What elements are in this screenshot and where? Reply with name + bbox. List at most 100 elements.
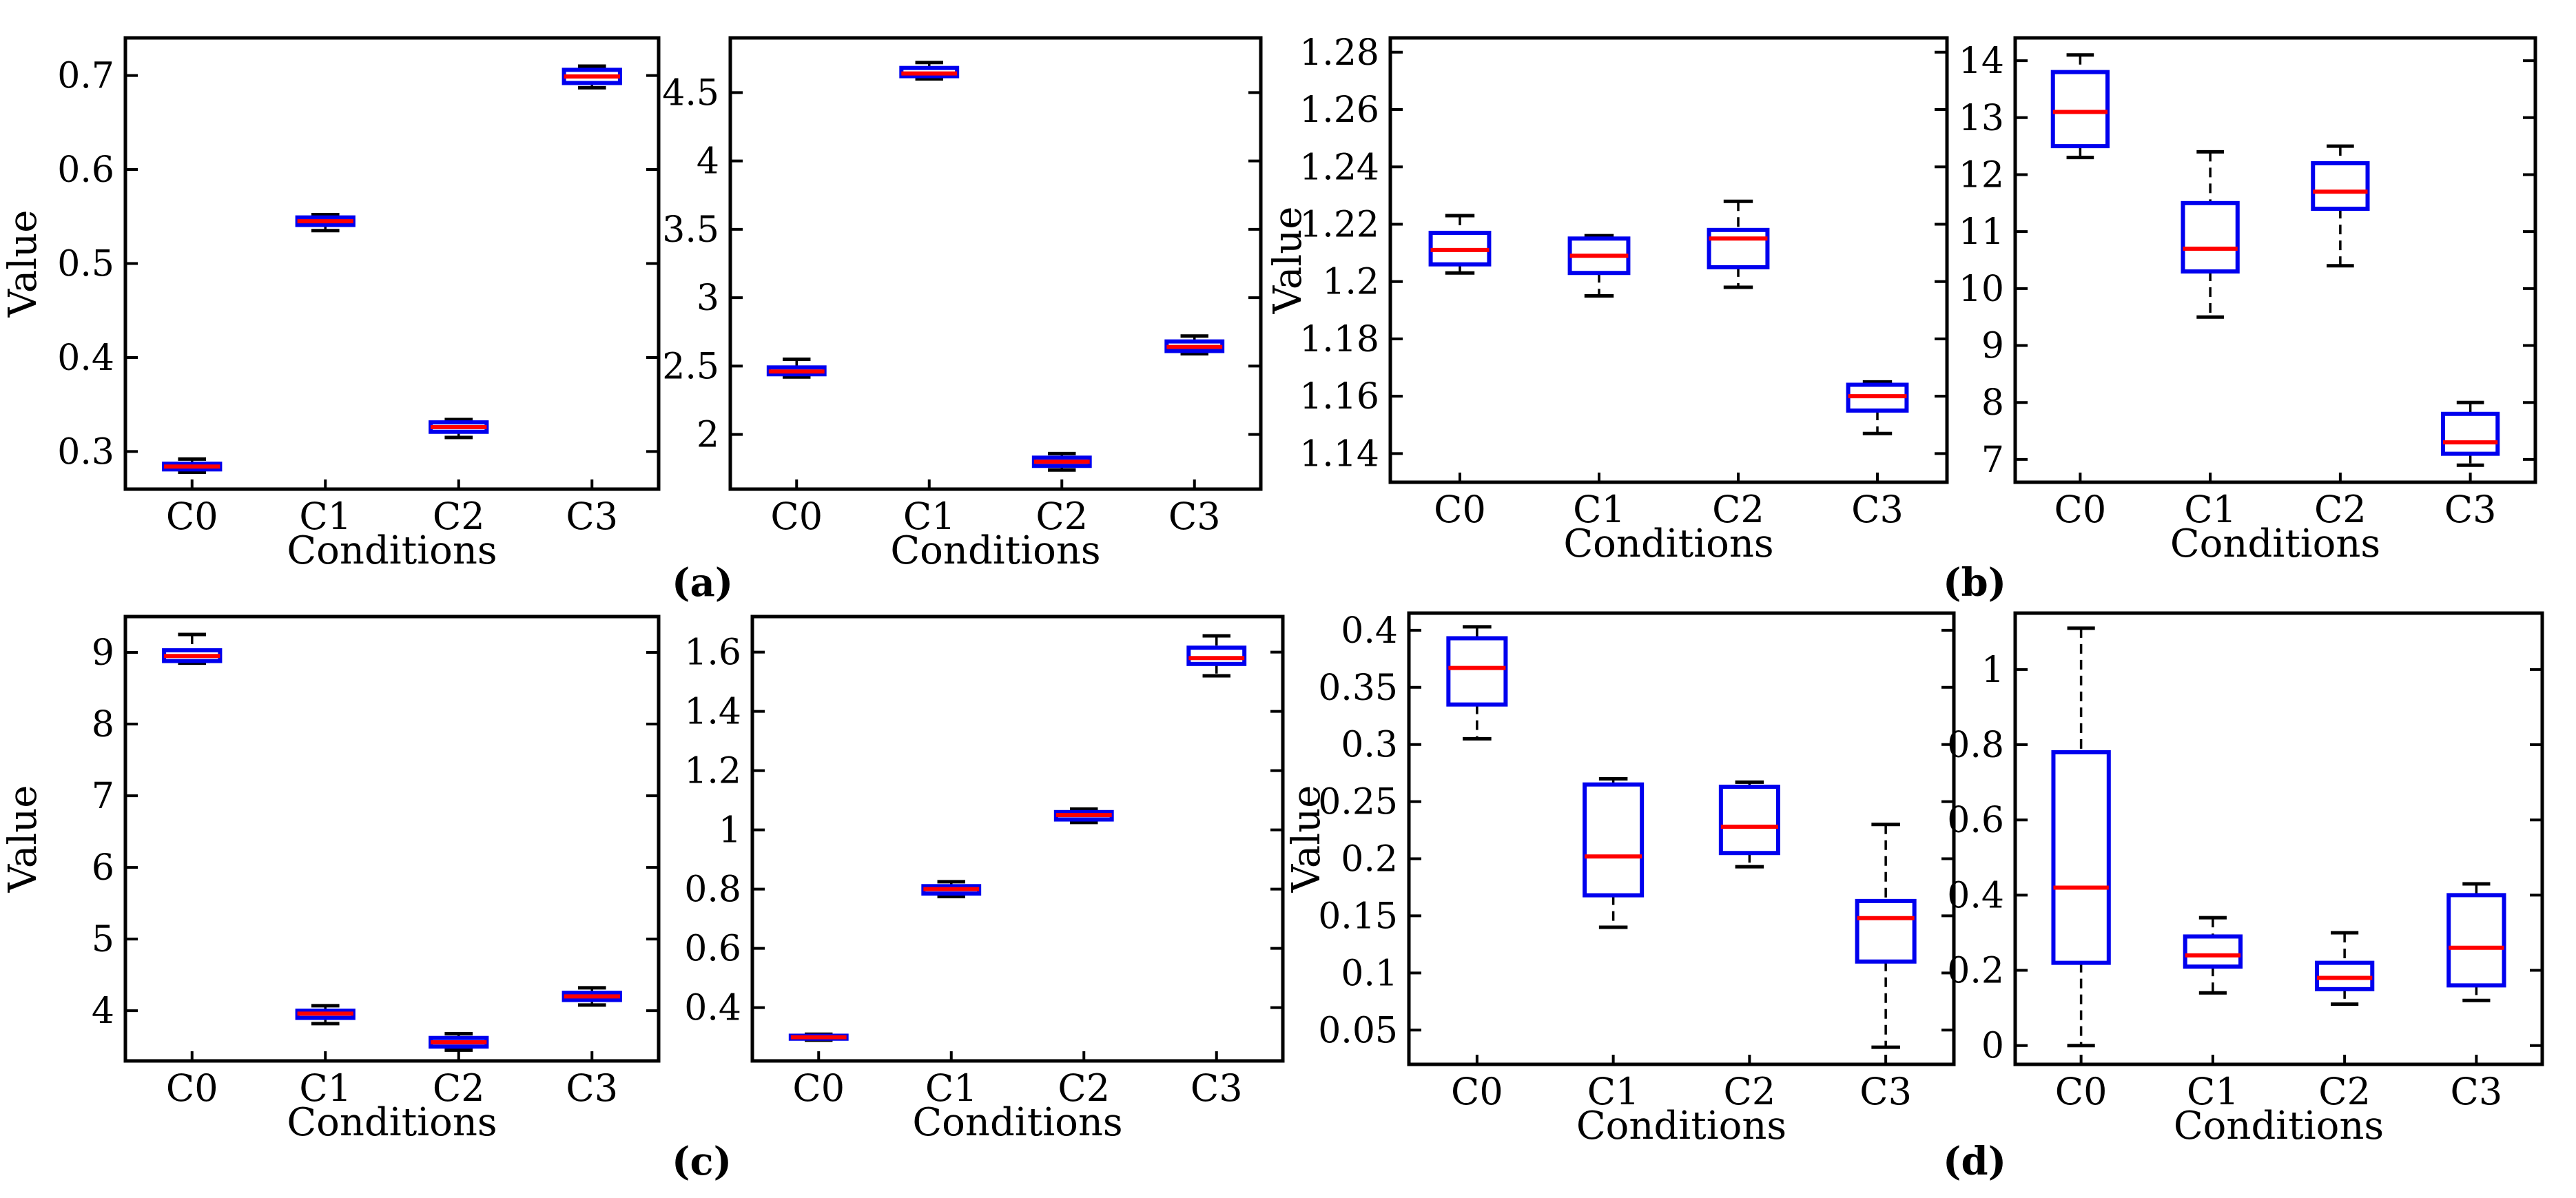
y-tick-label: 0.2 [1341, 839, 1398, 880]
box-c2 [1031, 451, 1092, 472]
y-tick-label: 5 [92, 919, 114, 960]
box-c3 [1855, 823, 1917, 1049]
plot-frame [2013, 36, 2537, 484]
y-tick-label: 1.2 [684, 751, 741, 792]
boxplot-panel-2: 2 2.5 3 3.5 4 4.5 C0 C1 C2 C3 Conditions [662, 36, 1263, 573]
x-tick-label-c3: C3 [566, 495, 618, 538]
box-c3 [1186, 634, 1247, 678]
x-tick-label-c3: C3 [1168, 495, 1221, 538]
boxplot-panel-5: 4 5 6 7 8 9 C0 C1 C2 C3 Conditions Value [1, 615, 661, 1145]
boxplot-panel-1: 0.3 0.4 0.5 0.6 0.7 C0 C1 C2 C3 Conditions Value [1, 36, 661, 573]
plot-frame [1407, 611, 1956, 1066]
box-c1 [295, 213, 356, 233]
boxplot-panel-3: 1.14 1.16 1.18 1.2 1.22 1.24 1.26 1.28 C0 C1 C2 C3 C… [1266, 32, 1949, 566]
y-tick-label: 1.6 [684, 632, 741, 674]
iqr-box [2183, 934, 2243, 969]
iqr-box [2050, 70, 2110, 149]
box-c3 [2440, 400, 2500, 467]
y-tick-label: 0.8 [684, 869, 741, 911]
boxplot-panel-8: 0 0.2 0.4 0.6 0.8 1 C0 C1 C2 C3 Conditions [1947, 611, 2544, 1148]
x-tick-label-c2: C2 [2318, 1070, 2371, 1113]
box-c1 [2181, 149, 2240, 319]
x-axis-label: Conditions [890, 528, 1100, 573]
x-tick-label-c0: C0 [2055, 1070, 2108, 1113]
y-axis-label: Value [1284, 785, 1329, 894]
y-tick-label: 1.24 [1299, 147, 1379, 188]
iqr-box [2181, 200, 2240, 274]
box-c2 [2314, 931, 2375, 1006]
y-tick-label: 0.4 [57, 338, 114, 379]
y-tick-label: 1.2 [1322, 262, 1379, 303]
iqr-box [1583, 782, 1645, 898]
box-c0 [2050, 53, 2110, 160]
y-tick-label: 1.22 [1299, 204, 1379, 245]
boxplot-panel-6: 0.4 0.6 0.8 1 1.2 1.4 1.6 C0 C1 C2 C3 Conditions [684, 615, 1285, 1145]
y-tick-label: 2.5 [662, 346, 719, 387]
box-c1 [2183, 916, 2243, 995]
y-tick-label: 1.28 [1299, 32, 1379, 74]
x-tick-label-c1: C1 [925, 1066, 978, 1110]
y-tick-label: 0.3 [1341, 725, 1398, 766]
x-tick-label-c3: C3 [2444, 488, 2497, 531]
x-tick-label-c0: C0 [770, 495, 823, 538]
y-tick-label: 1 [719, 810, 741, 851]
y-tick-label: 1.18 [1299, 319, 1379, 360]
y-tick-label: 8 [1981, 382, 2004, 424]
y-tick-label: 7 [92, 776, 114, 817]
y-tick-label: 1.14 [1299, 433, 1379, 475]
y-tick-label: 0.6 [684, 929, 741, 970]
plot-frame [728, 36, 1263, 491]
x-tick-label-c1: C1 [2187, 1070, 2239, 1113]
y-tick-label: 0.35 [1318, 668, 1398, 709]
box-c0 [1428, 214, 1492, 275]
x-axis-label: Conditions [2174, 1104, 2384, 1148]
x-tick-label-c1: C1 [1587, 1070, 1640, 1113]
boxplot-panel-4: 7 8 9 10 11 12 13 14 C0 C1 C2 C3 Conditions [1959, 36, 2537, 566]
y-tick-label: 14 [1959, 41, 2004, 82]
y-tick-label: 0.4 [684, 988, 741, 1029]
x-tick-label-c2: C2 [1058, 1066, 1110, 1110]
panel-label-c: (c) [672, 1139, 732, 1184]
box-c0 [788, 1032, 849, 1042]
box-c0 [766, 357, 827, 379]
y-tick-label: 11 [1959, 211, 2004, 253]
y-tick-label: 9 [92, 632, 114, 674]
x-tick-label-c0: C0 [792, 1066, 845, 1110]
y-tick-label: 0.15 [1318, 896, 1398, 937]
plot-frame [123, 36, 661, 491]
x-tick-label-c2: C2 [433, 1066, 485, 1110]
panel-label-d: (d) [1943, 1139, 2006, 1184]
y-tick-label: 0.6 [1947, 800, 2004, 841]
box-c1 [899, 61, 960, 81]
x-tick-label-c2: C2 [2314, 488, 2367, 531]
x-axis-label: Conditions [912, 1100, 1122, 1145]
x-tick-label-c3: C3 [2451, 1070, 2503, 1113]
box-c2 [1718, 780, 1780, 869]
y-axis-label: Value [1, 785, 45, 894]
x-tick-label-c3: C3 [1859, 1070, 1912, 1113]
y-tick-label: 0.4 [1341, 610, 1398, 652]
y-tick-label: 0 [1981, 1026, 2004, 1067]
iqr-box [2051, 750, 2111, 965]
box-c1 [921, 880, 982, 898]
x-tick-label-c1: C1 [2184, 488, 2236, 531]
x-tick-label-c3: C3 [1191, 1066, 1243, 1110]
y-tick-label: 0.25 [1318, 782, 1398, 823]
iqr-box [1855, 898, 1917, 964]
box-c3 [561, 986, 622, 1007]
x-tick-label-c3: C3 [566, 1066, 618, 1110]
box-c2 [2311, 144, 2370, 268]
y-tick-label: 4.5 [662, 72, 719, 114]
box-c3 [1164, 334, 1225, 355]
iqr-box [1446, 636, 1508, 707]
panel-label-b: (b) [1943, 560, 2006, 606]
y-tick-label: 3.5 [662, 209, 719, 251]
panel-label-a: (a) [672, 560, 733, 606]
y-tick-label: 2 [697, 415, 719, 456]
iqr-box [2446, 893, 2506, 988]
y-tick-label: 0.7 [57, 56, 114, 97]
iqr-box [1186, 646, 1247, 666]
x-axis-label: Conditions [1563, 521, 1773, 566]
x-axis-label: Conditions [287, 528, 497, 573]
